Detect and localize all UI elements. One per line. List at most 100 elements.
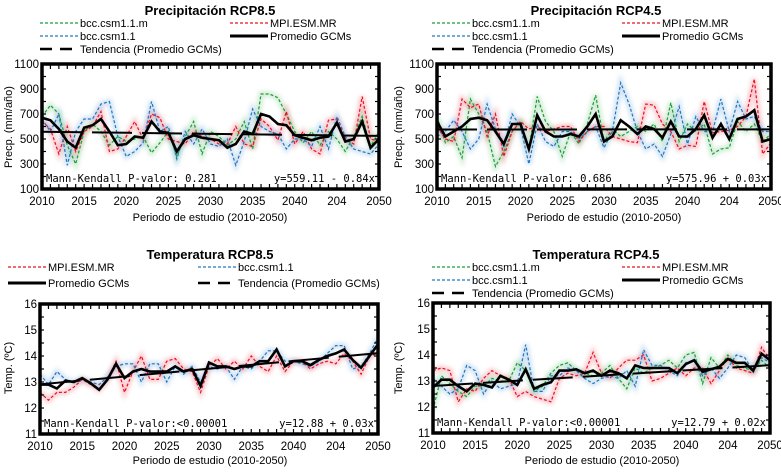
legend-item-mpi-esm-mr: MPI.ESM.MR <box>622 18 729 30</box>
series-group <box>42 91 379 174</box>
y-tick-label: 13 <box>24 377 37 389</box>
mann-kendall-annotation: Mann-Kendall P-valor: 0.686 <box>441 173 612 185</box>
legend-item-bcc-csm1-1: bcc.csm1.1 <box>198 262 294 274</box>
x-axis-label: Periodo de estudio (2010-2050) <box>133 455 288 467</box>
x-tick-label: 204 <box>718 440 738 452</box>
legend-label: MPI.ESM.MR <box>270 18 337 30</box>
chart-title: Temperatura RCP4.5 <box>533 247 660 262</box>
trend-equation-annotation: y=575.96 + 0.03x <box>666 173 767 185</box>
legend-item-tendencia-promedio-gcms: Tendencia (Promedio GCMs) <box>40 44 222 56</box>
x-tick-label: 2020 <box>504 440 530 452</box>
x-tick-label: 2015 <box>69 441 95 453</box>
legend-label: Promedio GCMs <box>662 275 744 287</box>
legend-label: bcc.csm1.1 <box>472 275 528 287</box>
x-tick-label: 2035 <box>631 440 657 452</box>
x-tick-label: 204 <box>326 441 346 453</box>
plot-area: Mann-Kendall P-valor: 0.281 y=559.11 - 0.… <box>14 59 392 208</box>
x-tick-label: 2030 <box>198 196 224 208</box>
y-tick-label: 700 <box>415 109 434 121</box>
trend-equation-annotation: y=12.79 + 0.02x <box>671 417 766 429</box>
x-tick-label: 2025 <box>154 441 180 453</box>
series-line-promedio-gcms <box>437 108 771 154</box>
x-tick-label: 204 <box>327 196 347 208</box>
x-tick-label: 2030 <box>589 440 615 452</box>
legend-item-bcc-csm1-1: bcc.csm1.1 <box>40 31 136 43</box>
y-tick-label: 100 <box>20 184 39 196</box>
plot-area: Mann-Kendall P-valor:<0.00001 y=12.79 + 0… <box>417 298 781 452</box>
panel-precip-rcp45: Precipitación RCP4.5 bcc.csm1.1.m MPI.ESM… <box>393 3 781 224</box>
x-tick-label: 2040 <box>673 440 699 452</box>
legend-item-mpi-esm-mr: MPI.ESM.MR <box>230 18 337 30</box>
legend-label: bcc.csm1.1 <box>80 31 136 43</box>
legend-item-tendencia-promedio-gcms: Tendencia (Promedio GCMs) <box>432 288 614 300</box>
x-tick-label: 2010 <box>420 440 446 452</box>
legend-label: MPI.ESM.MR <box>662 18 729 30</box>
legend: bcc.csm1.1.m MPI.ESM.MR bcc.csm1.1 Promedio… <box>40 18 352 56</box>
legend-label: Tendencia (Promedio GCMs) <box>238 278 380 290</box>
legend-label: Tendencia (Promedio GCMs) <box>472 44 614 56</box>
y-tick-label: 15 <box>24 325 37 337</box>
x-tick-label: 204 <box>720 196 740 208</box>
x-tick-label: 2030 <box>591 196 617 208</box>
plot-area: Mann-Kendall P-valor: 0.686 y=575.96 + 0.… <box>409 59 781 208</box>
legend-label: bcc.csm1.1.m <box>472 262 540 274</box>
panel-temp-rcp45: Temperatura RCP4.5 bcc.csm1.1.m MPI.ESM.M… <box>393 247 781 467</box>
y-tick-label: 12 <box>417 402 430 414</box>
mann-kendall-annotation: Mann-Kendall P-valor:<0.00001 <box>44 418 227 430</box>
series-line-promedio-gcms <box>40 343 378 392</box>
trend-line <box>42 130 379 137</box>
series-line-mpi-esm-mr <box>437 78 771 159</box>
x-tick-label: 2015 <box>466 196 492 208</box>
x-tick-label: 2015 <box>71 196 97 208</box>
y-tick-label: 700 <box>20 109 39 121</box>
y-axis-label: Precp. (mm/año) <box>393 86 405 168</box>
series-glow-mpi-esm-mr <box>40 349 378 404</box>
y-tick-label: 16 <box>24 299 37 311</box>
y-tick-label: 1100 <box>409 59 434 71</box>
chart-title: Precipitación RCP8.5 <box>145 3 276 18</box>
legend-item-promedio-gcms: Promedio GCMs <box>8 278 130 290</box>
x-tick-label: 2050 <box>366 196 392 208</box>
series-line-mpi-esm-mr <box>433 345 770 404</box>
y-axis-label: Precp. (mm/año) <box>3 86 15 168</box>
plot-frame <box>40 62 381 191</box>
y-tick-label: 1100 <box>14 59 39 71</box>
legend-item-bcc-csm1-1: bcc.csm1.1 <box>432 275 528 287</box>
x-tick-label: 2035 <box>633 196 659 208</box>
y-tick-label: 11 <box>25 429 37 441</box>
legend-item-mpi-esm-mr: MPI.ESM.MR <box>622 262 729 274</box>
x-tick-label: 2040 <box>282 196 308 208</box>
x-tick-label: 2010 <box>29 196 55 208</box>
legend-label: bcc.csm1.1.m <box>80 18 148 30</box>
y-tick-label: 14 <box>24 351 37 363</box>
y-tick-label: 300 <box>415 159 434 171</box>
legend-item-mpi-esm-mr: MPI.ESM.MR <box>8 262 115 274</box>
series-group <box>433 341 770 411</box>
chart-title: Temperatura RCP8.5 <box>147 247 274 262</box>
legend: bcc.csm1.1.m MPI.ESM.MR bcc.csm1.1 Promedio… <box>432 18 744 56</box>
legend-label: bcc.csm1.1 <box>238 262 294 274</box>
x-tick-label: 2030 <box>196 441 222 453</box>
plot-area: Mann-Kendall P-valor:<0.00001 y=12.88 + 0… <box>24 299 391 453</box>
x-tick-label: 2025 <box>156 196 182 208</box>
x-tick-label: 2010 <box>27 441 53 453</box>
y-tick-label: 100 <box>415 184 434 196</box>
trend-equation-annotation: y=559.11 - 0.84x <box>274 173 375 185</box>
y-tick-label: 300 <box>20 159 39 171</box>
y-tick-label: 12 <box>24 403 37 415</box>
chart-title: Precipitación RCP4.5 <box>531 3 662 18</box>
x-tick-label: 2035 <box>238 441 264 453</box>
trend-line <box>40 352 378 386</box>
y-axis-label: Temp. (ºC) <box>393 342 405 394</box>
legend-item-bcc-csm1-1: bcc.csm1.1 <box>432 31 528 43</box>
legend-item-bcc-csm1-1-m: bcc.csm1.1.m <box>40 18 148 30</box>
x-tick-label: 2050 <box>365 441 391 453</box>
panel-temp-rcp85: Temperatura RCP8.5 MPI.ESM.MR bcc.csm1.1 P… <box>3 247 391 467</box>
x-axis-label: Periodo de estudio (2010-2050) <box>133 212 288 224</box>
x-tick-label: 2025 <box>547 440 573 452</box>
series-group <box>437 73 771 174</box>
legend-label: Promedio GCMs <box>662 31 744 43</box>
legend-item-promedio-gcms: Promedio GCMs <box>622 31 744 43</box>
legend-label: bcc.csm1.1.m <box>472 18 540 30</box>
legend-label: Promedio GCMs <box>270 31 352 43</box>
